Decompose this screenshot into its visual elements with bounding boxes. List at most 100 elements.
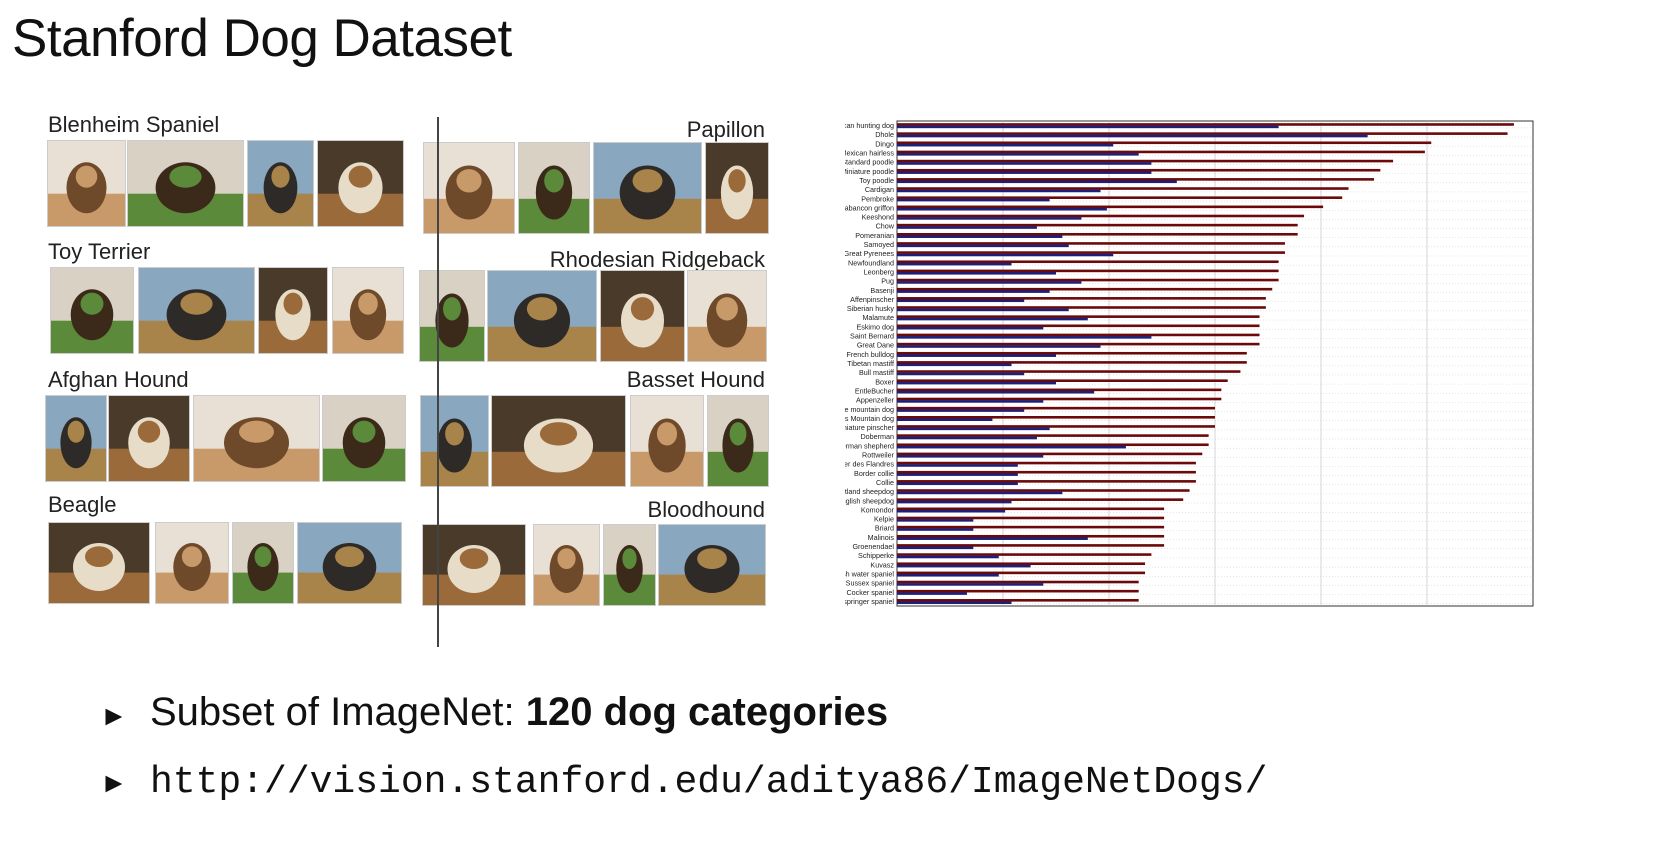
bar <box>897 452 1203 456</box>
bar <box>897 443 1209 447</box>
bar <box>897 418 993 422</box>
bar <box>897 455 1044 458</box>
bar <box>897 260 1279 264</box>
bar <box>897 406 1215 410</box>
bullet-arrow-icon: ► <box>100 700 128 731</box>
breed-label: Afghan Hound <box>48 367 189 392</box>
bar <box>897 516 1165 520</box>
dog-photo <box>297 522 402 604</box>
category-tick-label: Miniature poodle <box>845 167 894 176</box>
collage-divider <box>437 117 439 647</box>
bar <box>897 482 1018 486</box>
bar <box>897 262 1012 266</box>
category-tick-label: Newfoundland <box>848 258 894 267</box>
category-tick-label: Kuvasz <box>870 560 894 569</box>
bar <box>897 269 1279 273</box>
bar <box>897 361 1247 364</box>
bar <box>897 253 1114 257</box>
bar <box>897 372 1025 376</box>
bar <box>897 223 1298 227</box>
bar <box>897 599 1139 602</box>
bullet-arrow-icon: ► <box>100 767 128 798</box>
breed-label: Blenheim Spaniel <box>48 112 220 137</box>
bar <box>897 287 1273 291</box>
dog-photo <box>193 395 320 482</box>
dog-photo <box>687 270 767 362</box>
dog-photo <box>317 140 404 227</box>
dog-photo <box>630 395 704 487</box>
bullet-list: ► Subset of ImageNet: 120 dog categories… <box>100 690 1267 830</box>
dog-photo-collage: Blenheim Spaniel Toy Terrier Afghan Hound B… <box>45 112 820 642</box>
bar <box>897 207 1107 211</box>
bar <box>897 470 1196 474</box>
dog-photo <box>658 524 766 606</box>
dog-photo <box>50 267 134 354</box>
bar <box>897 232 1298 236</box>
bar <box>897 400 1044 403</box>
dataset-url-link[interactable]: http://vision.stanford.edu/aditya86/Imag… <box>150 761 1268 804</box>
bar <box>897 445 1126 449</box>
category-tick-label: Collie <box>876 478 894 487</box>
dog-photo <box>491 395 626 487</box>
bar <box>897 178 1374 181</box>
category-tick-label: Shetland sheepdog <box>845 487 894 496</box>
bar <box>897 564 1031 568</box>
bar <box>897 271 1056 275</box>
bar <box>897 189 1101 193</box>
bar <box>897 509 1006 513</box>
category-tick-label: Malamute <box>862 313 894 322</box>
category-tick-label: Groenendael <box>852 542 894 551</box>
bar <box>897 143 1114 147</box>
bar <box>897 528 974 531</box>
bar <box>897 180 1177 184</box>
category-tick-label: Great Dane <box>857 341 894 350</box>
bar <box>897 397 1222 401</box>
bar <box>897 244 1069 248</box>
dog-photo <box>419 270 485 362</box>
dog-photo <box>155 522 229 604</box>
category-tick-label: German shepherd <box>845 441 894 450</box>
bar <box>897 235 1063 238</box>
bar <box>897 381 1056 385</box>
bar <box>897 242 1285 245</box>
bar <box>897 553 1152 556</box>
bar <box>897 317 1088 321</box>
category-tick-label: Komondor <box>861 505 895 514</box>
bar <box>897 427 1050 431</box>
category-tick-label: Bull mastiff <box>859 368 894 377</box>
dog-photo <box>422 524 526 606</box>
category-tick-label: Welsh springer spaniel <box>845 597 894 606</box>
bar <box>897 363 1012 367</box>
dog-photo <box>247 140 314 227</box>
category-tick-label: Bouvier des Flandres <box>845 460 894 469</box>
bar <box>897 217 1082 220</box>
bar <box>897 308 1069 312</box>
bar <box>897 205 1324 209</box>
bar <box>897 251 1285 254</box>
dog-photo <box>232 522 294 604</box>
bar <box>897 171 1152 174</box>
category-tick-label: Cardigan <box>865 185 894 194</box>
category-tick-label: Great Pyrenees <box>845 249 894 258</box>
dog-photo <box>127 140 244 227</box>
category-tick-label: Miniature pinscher <box>845 423 895 432</box>
bar <box>897 434 1209 437</box>
bar <box>897 123 1514 126</box>
category-tick-label: Saint Bernard <box>850 332 894 341</box>
category-tick-label: EntleBucher <box>855 386 895 395</box>
breed-label: Toy Terrier <box>48 239 151 264</box>
dog-photo <box>108 395 190 482</box>
bar <box>897 326 1044 330</box>
dog-photo <box>48 522 150 604</box>
bar <box>897 589 1139 593</box>
bar <box>897 168 1381 172</box>
breed-label: Beagle <box>48 492 117 517</box>
bar <box>897 379 1228 383</box>
bar <box>897 592 967 595</box>
dog-photo <box>603 524 656 606</box>
category-tick-label: Pembroke <box>861 194 894 203</box>
bar <box>897 324 1260 328</box>
bar <box>897 580 1139 584</box>
category-tick-label: Chow <box>876 222 895 231</box>
category-tick-label: Standard poodle <box>845 158 894 167</box>
